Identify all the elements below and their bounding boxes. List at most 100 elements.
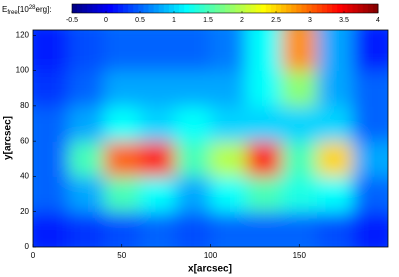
y-tick-label: 40 [20,172,29,181]
x-tick-label: 0 [31,251,36,260]
y-tick-label: 100 [16,66,30,75]
colorbar-segment [102,4,109,13]
colorbar-segment [316,4,323,13]
heatmap-cell [317,105,353,142]
heatmap-cell [210,105,247,142]
colorbar-segment [138,4,144,13]
colorbar-label-unit: [10 [18,5,30,14]
heatmap-cell [352,105,388,142]
colorbar-segment [97,4,104,13]
colorbar-segment [158,4,165,13]
heatmap-cell [175,211,211,247]
colorbar-tick-label: 2.5 [271,17,281,24]
heatmap-cell [317,70,353,107]
colorbar-label-sub: free [7,10,18,16]
heatmap-cell [281,211,318,247]
colorbar-segment [82,4,88,13]
colorbar-segment [72,4,78,13]
heatmap-cell [104,70,140,107]
heatmap-cell [175,30,211,72]
colorbar-segment [148,4,155,13]
heatmap-cell [246,176,282,213]
colorbar-segment [240,4,246,13]
heatmap-cell [104,30,140,72]
colorbar-tick-label: 0 [104,17,108,24]
colorbar-segment [92,4,98,13]
colorbar-segment [311,4,318,13]
colorbar-segment [77,4,83,13]
heatmap-cell [68,105,105,142]
colorbar-segment [337,4,343,13]
heatmap-cell [317,176,353,213]
y-tick-label: 20 [20,207,29,216]
colorbar-segment [265,4,272,13]
heatmap-cell [281,176,318,213]
heatmap-cell [104,211,140,247]
heatmap-cell [246,105,282,142]
heatmap-cell [210,70,247,107]
colorbar-segment [276,4,282,13]
colorbar-segment [107,4,114,13]
heatmap-cell [210,211,247,247]
x-tick-label: 150 [293,251,307,260]
colorbar-segment [163,4,170,13]
heatmap-cell [317,141,353,177]
colorbar-segment [87,4,93,13]
colorbar-segment [189,4,195,13]
colorbar-frame [71,3,379,14]
colorbar-tick-label: 1 [172,17,176,24]
y-axis-title: y[arcsec] [3,116,14,160]
colorbar-segment [332,4,338,13]
colorbar-segment [321,4,328,13]
colorbar-segment [372,4,379,13]
y-tick-label: 120 [16,30,30,39]
heatmap-cell [104,141,140,177]
heatmap-cell [175,141,211,177]
colorbar-segment [255,4,262,13]
colorbar-segment [204,4,211,13]
colorbar-segment [235,4,241,13]
colorbar-segment [245,4,251,13]
heatmap-cell [139,211,176,247]
heatmap-cell [33,30,69,72]
colorbar-segment [133,4,139,13]
colorbar-segment [219,4,226,13]
colorbar-label-base: E [2,5,7,14]
heatmap-cell [317,30,353,72]
colorbar-segment [209,4,216,13]
colorbar-segment [250,4,257,13]
colorbar-segment [362,4,369,13]
heatmap-cell [352,70,388,107]
heatmap-cell [210,30,247,72]
heatmap-cell [68,70,105,107]
heatmap-cell [317,211,353,247]
heatmap-cell [281,70,318,107]
colorbar-segment [117,4,124,13]
colorbar-segment [112,4,119,13]
y-tick-label: 60 [20,136,29,145]
colorbar-segment [174,4,180,13]
heatmap-cell [139,30,176,72]
colorbar-segment [153,4,160,13]
heatmap-cell [33,70,69,107]
colorbar-label-sup: 28 [29,5,36,11]
heatmap-cell [33,176,69,213]
colorbar-segment [225,4,231,13]
y-tick-label: 80 [20,101,29,110]
heatmap [33,30,388,247]
heatmap-cell [175,70,211,107]
colorbar-tick-label: 0.5 [135,17,145,24]
heatmap-cell [175,105,211,142]
heatmap-cell [352,141,388,177]
heatmap-cell [281,141,318,177]
heatmap-cell [352,30,388,72]
x-axis-title: x[arcsec] [188,264,232,275]
colorbar-segment [194,4,200,13]
heatmap-cell [139,176,176,213]
colorbar-segment [347,4,353,13]
colorbar-segment [168,4,175,13]
colorbar-label: Efree[1028erg]: [2,5,52,16]
colorbar-segment [342,4,348,13]
colorbar-tick-label: 2 [240,17,244,24]
